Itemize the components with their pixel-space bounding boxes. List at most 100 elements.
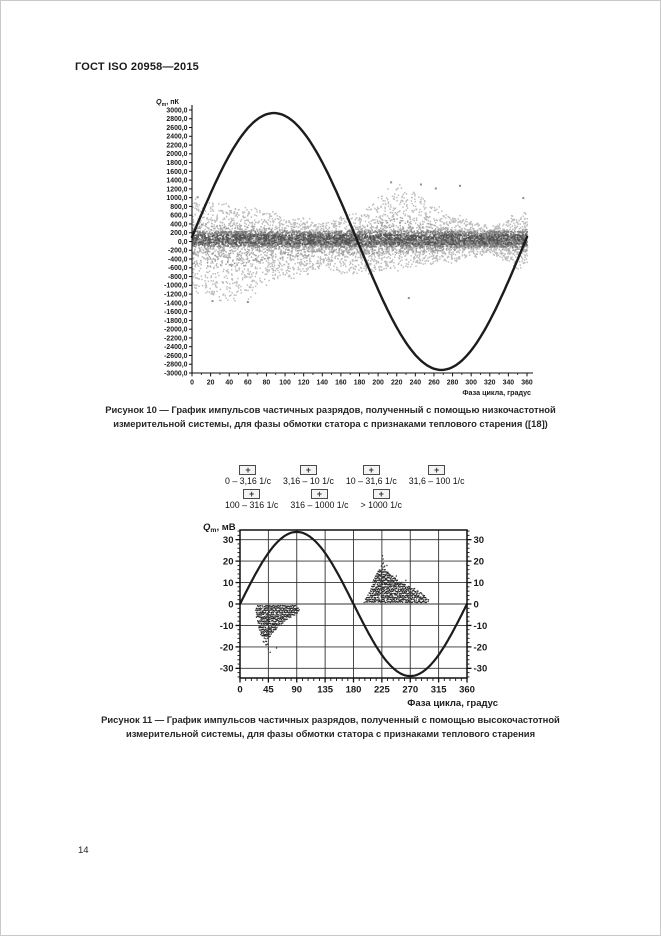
legend-label: 10 – 31,6 1/с [345,476,397,486]
svg-text:80: 80 [263,380,271,387]
svg-text:-2200,0: -2200,0 [164,335,188,342]
caption-line: Рисунок 10 — График импульсов частичных … [105,404,556,415]
caption-line: измерительной системы, для фазы обмотки … [113,417,548,429]
legend-label: 316 – 1000 1/с [290,500,349,510]
legend-label: > 1000 1/с [360,500,402,510]
svg-text:360: 360 [521,380,533,387]
legend-item: + 10 – 31,6 1/с [346,465,397,486]
legend-item: + 316 – 1000 1/с [290,489,349,510]
legend-label: 31,6 – 100 1/с [408,476,465,486]
pulse-rate-class-icon: + [239,465,257,475]
svg-text:60: 60 [244,380,252,387]
svg-text:200,0: 200,0 [170,230,187,237]
caption-line: Рисунок 11 — График импульсов частичных … [101,714,560,725]
pulse-rate-class-icon: + [362,465,380,475]
svg-text:400,0: 400,0 [170,221,187,228]
svg-text:2200,0: 2200,0 [166,142,187,149]
svg-text:40: 40 [225,380,233,387]
svg-text:-30: -30 [474,664,488,675]
figure-10-caption: Рисунок 10 — График импульсов частичных … [50,403,611,430]
svg-text:0: 0 [237,685,242,696]
svg-text:1800,0: 1800,0 [166,160,187,167]
svg-text:180: 180 [346,685,362,696]
svg-text:100: 100 [279,380,291,387]
legend-label: 0 – 3,16 1/с [225,476,271,486]
svg-text:10: 10 [223,578,234,589]
legend-item: + 0 – 3,16 1/с [225,465,271,486]
svg-text:-1200,0: -1200,0 [164,292,188,299]
svg-text:-2800,0: -2800,0 [164,362,188,369]
svg-text:-10: -10 [220,621,234,632]
svg-text:Фаза цикла, градус: Фаза цикла, градус [462,388,531,397]
svg-text:-1000,0: -1000,0 [164,283,188,290]
pulse-rate-class-icon: + [372,489,390,499]
svg-text:-400,0: -400,0 [168,256,188,263]
svg-text:-600,0: -600,0 [168,265,188,272]
svg-text:800,0: 800,0 [170,204,187,211]
svg-text:-30: -30 [220,664,234,675]
legend-item: + > 1000 1/с [361,489,402,510]
svg-text:1000,0: 1000,0 [166,195,187,202]
svg-text:20: 20 [474,557,485,568]
svg-text:-1800,0: -1800,0 [164,318,188,325]
pulse-rate-class-icon: + [243,489,261,499]
svg-text:20: 20 [223,557,234,568]
pulse-rate-class-icon: + [299,465,317,475]
svg-text:90: 90 [291,685,302,696]
svg-text:3000,0: 3000,0 [166,107,187,114]
svg-text:600,0: 600,0 [170,213,187,220]
figure-11-chart: 0 45 90 135 180 225 270 315 360 30 30 20 20 10 10 0 0 -10… [203,522,498,709]
svg-text:0,0: 0,0 [178,239,188,246]
svg-text:Фаза цикла, градус: Фаза цикла, градус [407,698,498,709]
svg-text:1400,0: 1400,0 [166,178,187,185]
svg-text:-2000,0: -2000,0 [164,327,188,334]
svg-text:-200,0: -200,0 [168,248,188,255]
svg-text:-1400,0: -1400,0 [164,300,188,307]
svg-text:-10: -10 [474,621,488,632]
svg-text:Qm, мВ: Qm, мВ [203,522,236,534]
svg-text:45: 45 [263,685,274,696]
svg-text:200: 200 [372,380,384,387]
pulse-rate-class-icon: + [428,465,446,475]
svg-text:2000,0: 2000,0 [166,151,187,158]
caption-line: измерительной системы, для фазы обмотки … [125,727,536,739]
svg-text:315: 315 [431,685,448,696]
page-number: 14 [78,845,89,856]
pulse-rate-class-icon: + [310,489,328,499]
svg-text:120: 120 [298,380,310,387]
legend-row: + 100 – 316 1/с + 316 – 1000 1/с + > 100… [225,489,465,510]
svg-text:1200,0: 1200,0 [166,186,187,193]
svg-text:0: 0 [190,380,194,387]
svg-text:30: 30 [474,535,485,546]
svg-text:-1600,0: -1600,0 [164,309,188,316]
svg-text:280: 280 [447,380,459,387]
svg-text:2400,0: 2400,0 [166,134,187,141]
legend-item: + 3,16 – 10 1/с [283,465,334,486]
svg-text:-20: -20 [220,642,234,653]
svg-text:1600,0: 1600,0 [166,169,187,176]
svg-text:240: 240 [410,380,422,387]
svg-text:260: 260 [428,380,440,387]
svg-text:10: 10 [474,578,485,589]
svg-text:140: 140 [317,380,329,387]
svg-text:-800,0: -800,0 [168,274,188,281]
svg-text:0: 0 [474,599,479,610]
legend-item: + 100 – 316 1/с [225,489,278,510]
svg-text:-2600,0: -2600,0 [164,353,188,360]
svg-text:340: 340 [503,380,515,387]
svg-text:30: 30 [223,535,234,546]
legend-item: + 31,6 – 100 1/с [409,465,465,486]
svg-text:180: 180 [354,380,366,387]
svg-text:0: 0 [228,599,233,610]
svg-text:270: 270 [402,685,418,696]
figure-10-chart: 3000,02800,02600,02400,02200,02000,01800… [156,97,533,397]
svg-text:-20: -20 [474,642,488,653]
document-header: ГОСТ ISO 20958—2015 [75,61,199,73]
svg-text:2800,0: 2800,0 [166,116,187,123]
legend-label: 3,16 – 10 1/с [282,476,334,486]
svg-text:-3000,0: -3000,0 [164,370,188,377]
svg-text:20: 20 [207,380,215,387]
legend-label: 100 – 316 1/с [225,500,279,510]
figure-11-caption: Рисунок 11 — График импульсов частичных … [50,713,611,740]
svg-text:300: 300 [465,380,477,387]
